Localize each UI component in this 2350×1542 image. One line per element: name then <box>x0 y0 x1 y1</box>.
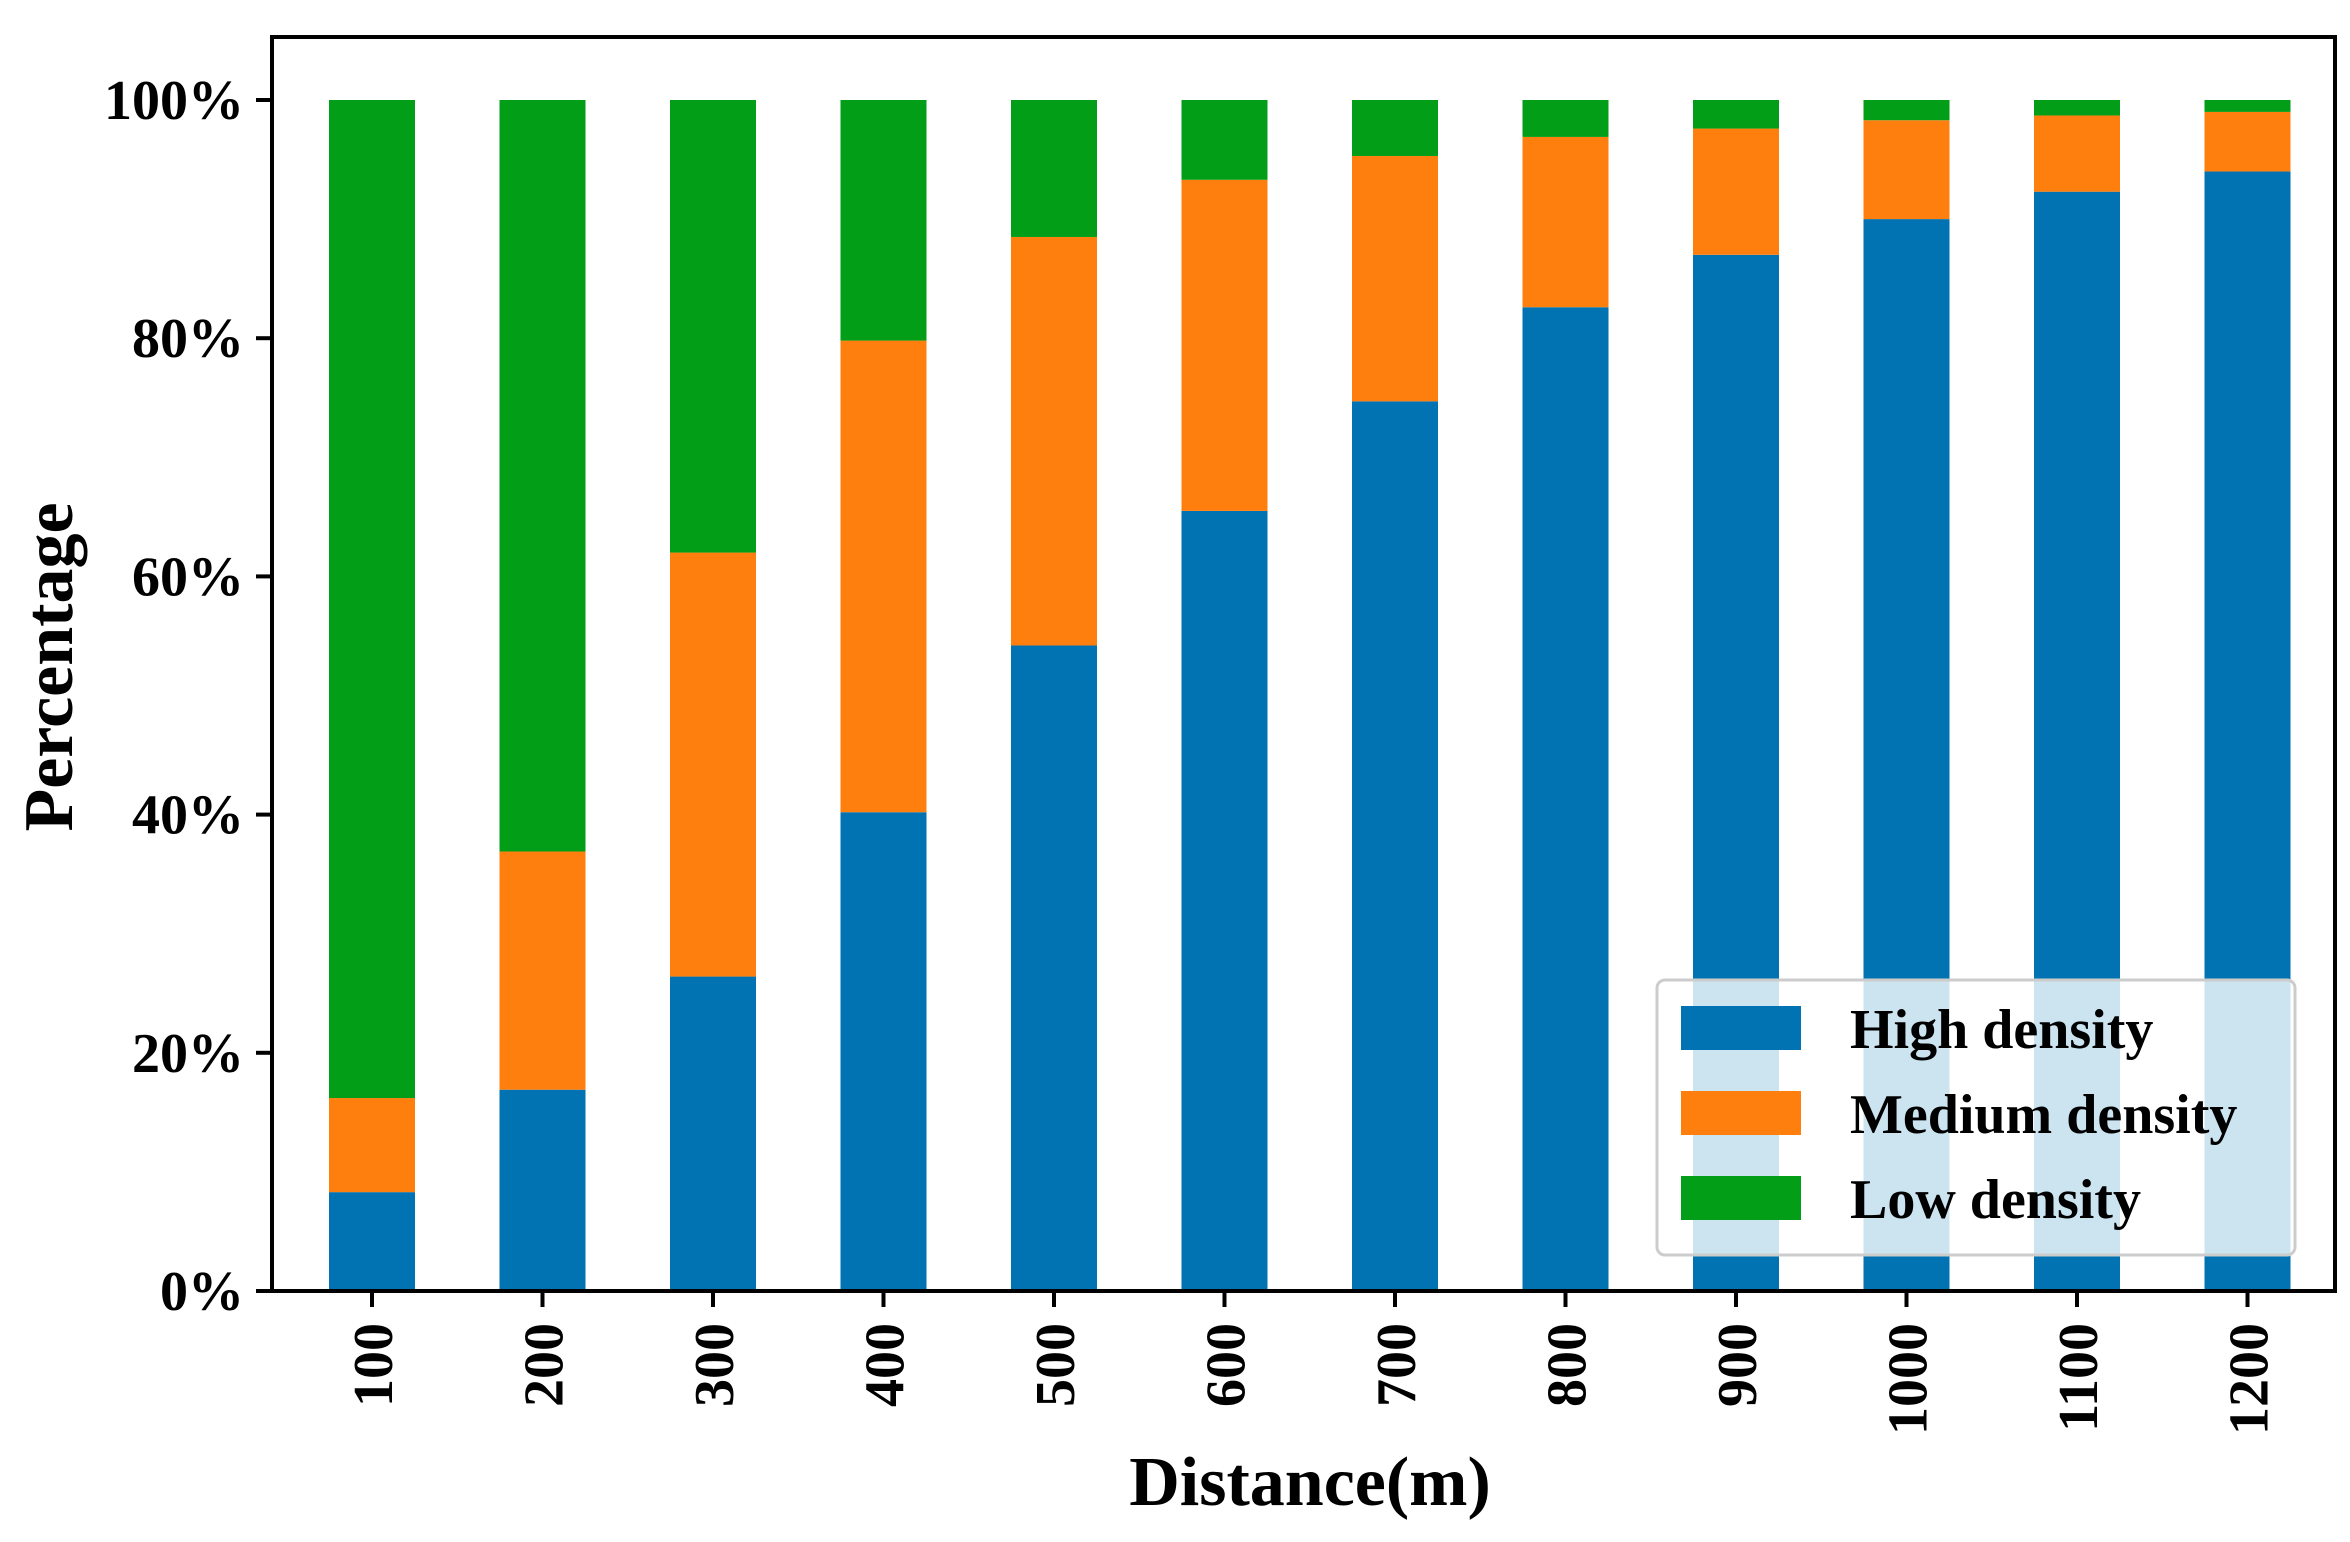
bar-medium-density-1100 <box>2034 115 2120 192</box>
x-tick-label: 600 <box>1196 1323 1258 1407</box>
legend-swatch <box>1681 1176 1801 1220</box>
x-tick-label: 500 <box>1025 1323 1087 1407</box>
x-tick-label: 300 <box>684 1323 746 1407</box>
y-axis-title: Percentage <box>11 502 88 831</box>
bar-low-density-500 <box>1011 100 1097 237</box>
bar-medium-density-100 <box>329 1098 415 1193</box>
y-axis: 0% 20% 40% 60% 80% 100% <box>104 70 272 1323</box>
bar-low-density-900 <box>1693 100 1779 129</box>
x-tick-label: 1000 <box>1878 1323 1940 1435</box>
bars-layer <box>329 100 2291 1292</box>
bar-high-density-400 <box>840 812 927 1291</box>
bar-high-density-200 <box>499 1089 586 1291</box>
legend-frame <box>1655 978 2297 1257</box>
y-tick-label: 20% <box>132 1023 244 1085</box>
x-axis-title: Distance(m) <box>1129 1444 1491 1521</box>
bar-medium-density-900 <box>1693 128 1779 255</box>
legend-label: Low density <box>1850 1169 2141 1231</box>
bar-high-density-700 <box>1352 401 1438 1291</box>
bar-low-density-100 <box>329 100 415 1099</box>
y-tick-label: 100% <box>104 70 244 132</box>
legend-swatch <box>1681 1006 1801 1050</box>
x-tick-label: 100 <box>343 1323 405 1407</box>
bar-medium-density-300 <box>670 552 756 977</box>
bar-medium-density-200 <box>499 851 586 1090</box>
bar-low-density-1200 <box>2204 100 2291 112</box>
bar-medium-density-800 <box>1522 136 1609 308</box>
bar-medium-density-400 <box>840 340 927 813</box>
legend-label: Medium density <box>1850 1084 2237 1146</box>
bar-medium-density-1000 <box>1863 120 1950 220</box>
legend: High density Medium density Low density <box>1655 978 2297 1257</box>
bar-medium-density-600 <box>1181 179 1268 511</box>
x-tick-label: 700 <box>1366 1323 1428 1407</box>
bar-low-density-200 <box>499 100 586 852</box>
x-tick-label: 900 <box>1707 1323 1769 1407</box>
bar-high-density-500 <box>1011 645 1097 1291</box>
bar-high-density-100 <box>329 1192 415 1291</box>
x-tick-label: 800 <box>1537 1323 1599 1407</box>
x-tick-label: 1200 <box>2219 1323 2281 1435</box>
bar-low-density-300 <box>670 100 756 553</box>
x-tick-label: 1100 <box>2048 1323 2110 1432</box>
bar-medium-density-500 <box>1011 236 1097 646</box>
bar-medium-density-700 <box>1352 155 1438 402</box>
bar-low-density-600 <box>1181 100 1268 180</box>
y-tick-label: 60% <box>132 546 244 608</box>
bar-medium-density-1200 <box>2204 111 2291 172</box>
legend-swatch <box>1681 1091 1801 1135</box>
y-tick-label: 80% <box>132 308 244 370</box>
plot-frame <box>270 35 2337 1293</box>
bar-low-density-1000 <box>1863 100 1950 121</box>
bar-high-density-600 <box>1181 510 1268 1291</box>
bar-low-density-400 <box>840 100 927 341</box>
x-axis: 100 200 300 400 500 600 700 800 900 1000 1100 1200 <box>343 1291 2281 1435</box>
legend-label: High density <box>1850 999 2153 1061</box>
bar-high-density-300 <box>670 976 756 1291</box>
x-tick-label: 400 <box>855 1323 917 1407</box>
y-tick-label: 40% <box>132 785 244 847</box>
bar-low-density-1100 <box>2034 100 2120 116</box>
bar-low-density-800 <box>1522 100 1609 137</box>
bar-low-density-700 <box>1352 100 1438 156</box>
bar-high-density-800 <box>1522 307 1609 1291</box>
x-tick-label: 200 <box>514 1323 576 1407</box>
y-tick-label: 0% <box>160 1261 244 1323</box>
